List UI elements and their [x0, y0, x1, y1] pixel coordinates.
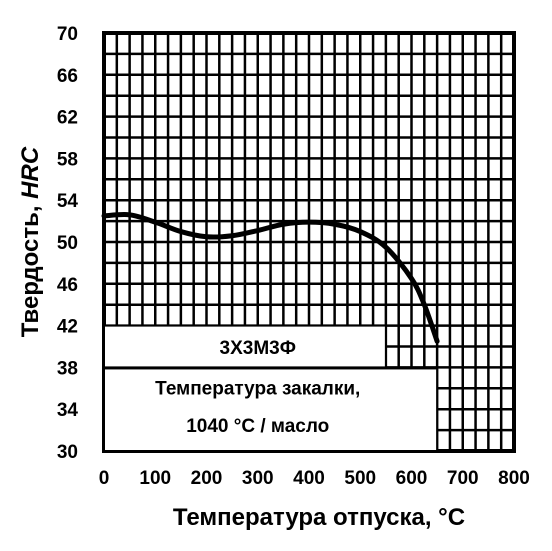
y-tick-label: 54 — [57, 191, 79, 212]
y-tick-label: 62 — [57, 108, 78, 129]
y-tick-label: 50 — [57, 233, 78, 254]
x-tick-label: 400 — [293, 468, 325, 489]
steel-grade-label: 3Х3М3Ф — [220, 338, 296, 359]
y-axis-title-main: Твердость, — [17, 199, 44, 337]
y-tick-label: 46 — [57, 275, 78, 296]
y-tick-label: 38 — [57, 358, 78, 379]
y-tick-label: 66 — [57, 66, 78, 87]
y-tick-label: 70 — [57, 24, 78, 45]
y-tick-label: 30 — [57, 442, 78, 463]
y-axis-title-unit: HRC — [17, 146, 44, 199]
y-tick-label: 42 — [57, 317, 78, 338]
y-tick-label: 34 — [57, 400, 79, 421]
x-tick-label: 300 — [242, 468, 274, 489]
x-tick-label: 700 — [447, 468, 479, 489]
x-tick-label: 600 — [396, 468, 428, 489]
x-axis-title: Температура отпуска, °С — [173, 504, 465, 531]
quench-medium-label: 1040 °С / масло — [186, 416, 329, 437]
quench-temperature-label: Температура закалки, — [155, 379, 360, 400]
x-tick-labels: 0 100 200 300 400 500 600 700 800 — [99, 468, 530, 489]
x-tick-label: 200 — [191, 468, 223, 489]
x-tick-label: 100 — [139, 468, 171, 489]
x-tick-label: 0 — [99, 468, 110, 489]
y-tick-labels: 30 34 38 42 46 50 54 58 62 66 70 — [57, 24, 79, 463]
steel-grade-box — [103, 324, 387, 369]
quench-info-box — [103, 367, 439, 453]
x-tick-label: 800 — [498, 468, 530, 489]
y-tick-label: 58 — [57, 149, 78, 170]
series-line-3x3m3f — [101, 212, 440, 344]
y-axis-title: Твердость, HRC — [17, 146, 44, 337]
x-tick-label: 500 — [344, 468, 376, 489]
